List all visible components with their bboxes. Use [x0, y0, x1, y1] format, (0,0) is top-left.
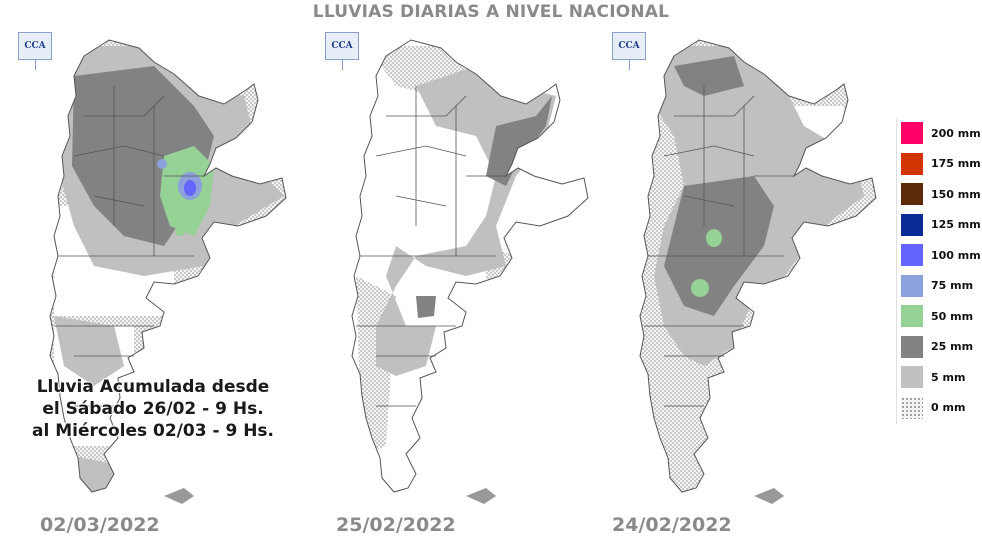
- legend-swatch: [901, 152, 923, 175]
- rainfall-map-2: [316, 26, 606, 506]
- legend-item: 150 mm: [897, 179, 981, 210]
- note-line-3: al Miércoles 02/03 - 9 Hs.: [32, 421, 274, 441]
- legend-label: 150 mm: [931, 187, 981, 201]
- map-date-2: 25/02/2022: [336, 514, 456, 536]
- legend-swatch: [901, 335, 923, 358]
- legend-swatch: [901, 366, 923, 389]
- cca-logo-1: CCA: [18, 32, 52, 70]
- legend-label: 0 mm: [931, 401, 966, 415]
- legend-item: 75 mm: [897, 271, 981, 302]
- page-title: LLUVIAS DIARIAS A NIVEL NACIONAL: [312, 2, 670, 22]
- legend-label: 5 mm: [931, 370, 966, 384]
- legend-item: 25 mm: [897, 332, 981, 363]
- legend-swatch: [901, 213, 923, 236]
- legend-item: 100 mm: [897, 240, 981, 271]
- legend-item: 175 mm: [897, 149, 981, 180]
- legend-label: 200 mm: [931, 126, 981, 140]
- legend-item: 0 mm: [897, 393, 981, 424]
- logo-text: CCA: [331, 41, 353, 51]
- accumulated-rain-note: Lluvia Acumulada desde el Sábado 26/02 -…: [18, 376, 288, 442]
- legend-swatch: [901, 396, 923, 419]
- rainfall-map-3: [604, 26, 894, 506]
- cca-logo-2: CCA: [325, 32, 359, 70]
- rainfall-map-1: [14, 26, 304, 506]
- legend-label: 75 mm: [931, 279, 974, 293]
- legend-item: 125 mm: [897, 210, 981, 241]
- map-date-3: 24/02/2022: [612, 514, 732, 536]
- legend-label: 175 mm: [931, 157, 981, 171]
- rainfall-legend: 200 mm 175 mm 150 mm 125 mm 100 mm 75 mm…: [896, 118, 981, 424]
- note-line-1: Lluvia Acumulada desde: [36, 377, 270, 397]
- legend-label: 25 mm: [931, 340, 974, 354]
- logo-text: CCA: [24, 41, 46, 51]
- legend-swatch: [901, 244, 923, 267]
- legend-label: 125 mm: [931, 218, 981, 232]
- legend-swatch: [901, 122, 923, 145]
- map-date-1: 02/03/2022: [40, 514, 160, 536]
- legend-item: 50 mm: [897, 301, 981, 332]
- legend-swatch: [901, 274, 923, 297]
- legend-swatch: [901, 305, 923, 328]
- legend-swatch: [901, 183, 923, 206]
- logo-text: CCA: [618, 41, 640, 51]
- legend-item: 5 mm: [897, 362, 981, 393]
- note-line-2: el Sábado 26/02 - 9 Hs.: [42, 399, 264, 419]
- legend-label: 100 mm: [931, 248, 981, 262]
- cca-logo-3: CCA: [612, 32, 646, 70]
- legend-label: 50 mm: [931, 309, 974, 323]
- legend-item: 200 mm: [897, 118, 981, 149]
